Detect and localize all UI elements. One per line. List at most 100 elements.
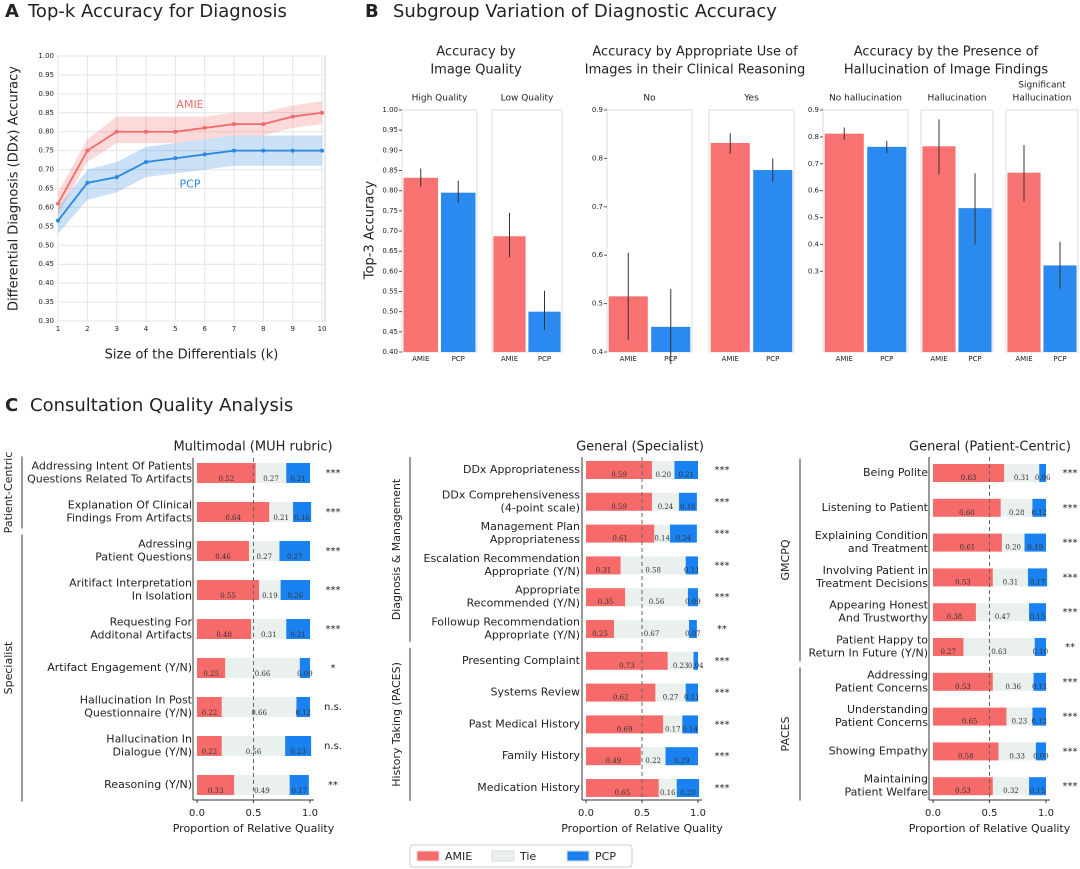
bar-segment bbox=[620, 556, 686, 575]
x-tick-label: 1 bbox=[56, 325, 60, 333]
row-label: Listening to Patient bbox=[822, 501, 929, 514]
data-point bbox=[261, 122, 266, 127]
row-label: Appropriate bbox=[515, 584, 580, 597]
significance-label: *** bbox=[326, 468, 341, 479]
value-label: 0.38 bbox=[947, 613, 963, 621]
group-label: PACES bbox=[779, 717, 792, 752]
value-label: 0.11 bbox=[684, 694, 700, 702]
data-point bbox=[320, 148, 325, 153]
bar-segment bbox=[285, 736, 312, 756]
row-label: Involving Patient in bbox=[823, 564, 928, 577]
bar-segment bbox=[586, 556, 621, 575]
value-label: 0.23 bbox=[290, 748, 306, 756]
bar-segment bbox=[586, 524, 655, 543]
y-tick-label: 0.40 bbox=[38, 279, 54, 287]
panel-title: Consultation Quality Analysis bbox=[30, 395, 293, 416]
y-tick-label: 0.80 bbox=[38, 128, 54, 136]
row-label: Addressing Intent Of Patients bbox=[32, 460, 193, 473]
bar-segment bbox=[992, 568, 1028, 587]
bar-segment bbox=[197, 463, 256, 483]
subplot-label: High Quality bbox=[412, 94, 468, 104]
row-label: Family History bbox=[502, 749, 581, 762]
value-label: 0.16 bbox=[680, 503, 696, 511]
bar-segment bbox=[933, 568, 993, 587]
significance-label: *** bbox=[715, 592, 730, 603]
bar-segment bbox=[1029, 603, 1046, 622]
series-label: PCP bbox=[180, 178, 201, 191]
x-tick-label: 1.0 bbox=[1038, 808, 1054, 819]
row-label: Appropriate (Y/N) bbox=[484, 629, 580, 642]
bar-segment bbox=[998, 742, 1036, 761]
y-tick-label: 0.60 bbox=[382, 267, 398, 275]
bar-segment bbox=[667, 651, 694, 670]
value-label: 0.32 bbox=[1003, 787, 1019, 795]
y-tick-label: 0.55 bbox=[382, 288, 398, 296]
value-label: 0.07 bbox=[685, 630, 701, 638]
significance-label: *** bbox=[1063, 746, 1078, 757]
value-label: 0.20 bbox=[1005, 544, 1021, 552]
x-tick-label: 7 bbox=[232, 325, 236, 333]
bar bbox=[922, 146, 956, 352]
value-label: 0.31 bbox=[596, 566, 612, 574]
significance-label: *** bbox=[1063, 712, 1078, 723]
row-label: Systems Review bbox=[491, 686, 581, 699]
row-label: Hallucination In Post bbox=[80, 694, 193, 707]
row-label: Past Medical History bbox=[469, 717, 581, 730]
value-label: 0.21 bbox=[273, 514, 289, 522]
bar bbox=[441, 192, 476, 352]
y-tick-label: 0.55 bbox=[38, 222, 54, 230]
y-tick-label: 0.40 bbox=[382, 348, 398, 356]
bar-segment bbox=[251, 619, 287, 639]
bar-segment bbox=[197, 658, 226, 678]
x-tick-label: 2 bbox=[85, 325, 89, 333]
bar-segment bbox=[933, 707, 1007, 726]
row-label: Recommended (Y/N) bbox=[467, 597, 580, 610]
group-title: Accuracy by the Presence of bbox=[854, 45, 1039, 60]
group-title: Image Quality bbox=[430, 63, 522, 78]
x-axis-label: Proportion of Relative Quality bbox=[909, 822, 1071, 835]
row-label: Understanding bbox=[847, 703, 928, 716]
x-tick-label: 10 bbox=[318, 325, 327, 333]
bar-segment bbox=[289, 775, 309, 795]
series-label: AMIE bbox=[176, 98, 203, 111]
significance-label: *** bbox=[326, 546, 341, 557]
value-label: 0.04 bbox=[688, 662, 704, 670]
x-tick-label: 0.0 bbox=[578, 808, 594, 819]
panel-title: Top-k Accuracy for Diagnosis bbox=[27, 1, 287, 22]
value-label: 0.17 bbox=[291, 787, 307, 795]
significance-label: *** bbox=[715, 465, 730, 476]
bar-segment bbox=[614, 620, 690, 638]
y-tick-label: 0.70 bbox=[382, 227, 398, 235]
bar-segment bbox=[586, 651, 668, 670]
significance-label: *** bbox=[715, 751, 730, 762]
y-tick-label: 0.6 bbox=[808, 187, 820, 195]
x-tick-label: PCP bbox=[880, 355, 893, 363]
value-label: 0.33 bbox=[1009, 752, 1025, 760]
value-label: 0.24 bbox=[658, 503, 674, 511]
x-tick-label: 6 bbox=[202, 325, 207, 333]
significance-label: *** bbox=[715, 497, 730, 508]
bar-segment bbox=[652, 461, 675, 479]
value-label: 0.20 bbox=[655, 471, 671, 479]
bar-segment bbox=[1033, 672, 1046, 691]
significance-label: *** bbox=[1063, 538, 1078, 549]
group-title: Hallucination of Image Findings bbox=[844, 63, 1048, 78]
bar-segment bbox=[1029, 777, 1046, 796]
y-tick-label: 0.95 bbox=[382, 126, 398, 134]
row-label: Explanation Of Clinical bbox=[68, 499, 192, 512]
y-tick-label: 0.35 bbox=[38, 298, 54, 306]
value-label: 0.21 bbox=[290, 631, 306, 639]
bar-segment bbox=[685, 683, 698, 702]
value-label: 0.21 bbox=[678, 471, 694, 479]
bar-segment bbox=[1039, 464, 1046, 482]
y-tick-label: 0.50 bbox=[382, 308, 398, 316]
significance-label: *** bbox=[326, 585, 341, 596]
x-tick-label: 0.0 bbox=[189, 808, 205, 819]
bar-segment bbox=[197, 541, 249, 561]
bar-segment bbox=[663, 715, 683, 734]
y-tick-label: 0.7 bbox=[808, 160, 819, 168]
y-tick-label: 0.85 bbox=[38, 109, 54, 117]
bar-segment bbox=[963, 638, 1035, 656]
significance-label: *** bbox=[715, 719, 730, 730]
value-label: 0.62 bbox=[613, 694, 629, 702]
